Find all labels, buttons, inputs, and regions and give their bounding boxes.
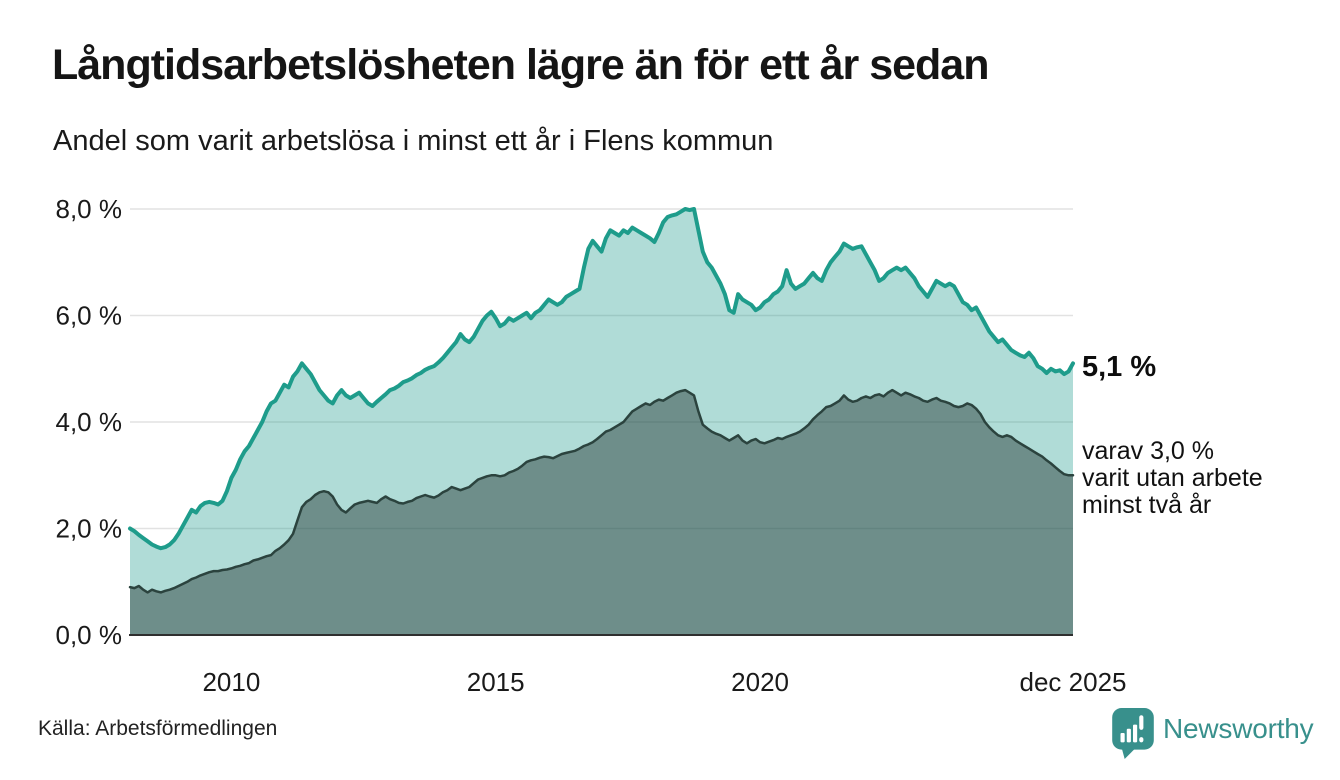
line-unemployed-two-years: [128, 388, 1075, 594]
y-axis-tick-label: 8,0 %: [56, 194, 123, 224]
y-axis-tick-label: 2,0 %: [56, 514, 123, 544]
latest-value-label: 5,1 %: [1082, 351, 1157, 383]
annotation-line-2: varit utan arbete: [1082, 464, 1263, 492]
newsworthy-icon: [1112, 708, 1154, 759]
area-unemployed-one-year: [130, 209, 1073, 635]
y-axis-tick-label: 6,0 %: [56, 301, 123, 331]
page-subtitle: Andel som varit arbetslösa i minst ett å…: [53, 125, 774, 157]
annotation-line-1: varav 3,0 %: [1082, 437, 1215, 465]
x-axis-tick-label: dec 2025: [1020, 667, 1127, 697]
x-axis-tick-label: 2010: [202, 667, 260, 697]
newsworthy-logo: Newsworthy: [1112, 708, 1314, 760]
y-axis-tick-label: 4,0 %: [56, 407, 123, 437]
newsworthy-logo-text: Newsworthy: [1163, 713, 1314, 744]
page-title: Långtidsarbetslösheten lägre än för ett …: [52, 41, 989, 89]
annotation-line-3: minst två år: [1082, 491, 1212, 519]
x-axis-tick-label: 2015: [467, 667, 525, 697]
area-unemployed-two-years: [130, 390, 1073, 635]
source-credit: Källa: Arbetsförmedlingen: [38, 717, 278, 740]
secondary-value-annotation: varav 3,0 % varit utan arbete minst två …: [1082, 438, 1263, 519]
x-axis-tick-label: 2020: [731, 667, 789, 697]
line-unemployed-one-year: [128, 207, 1075, 551]
y-axis-tick-label: 0,0 %: [56, 620, 123, 650]
